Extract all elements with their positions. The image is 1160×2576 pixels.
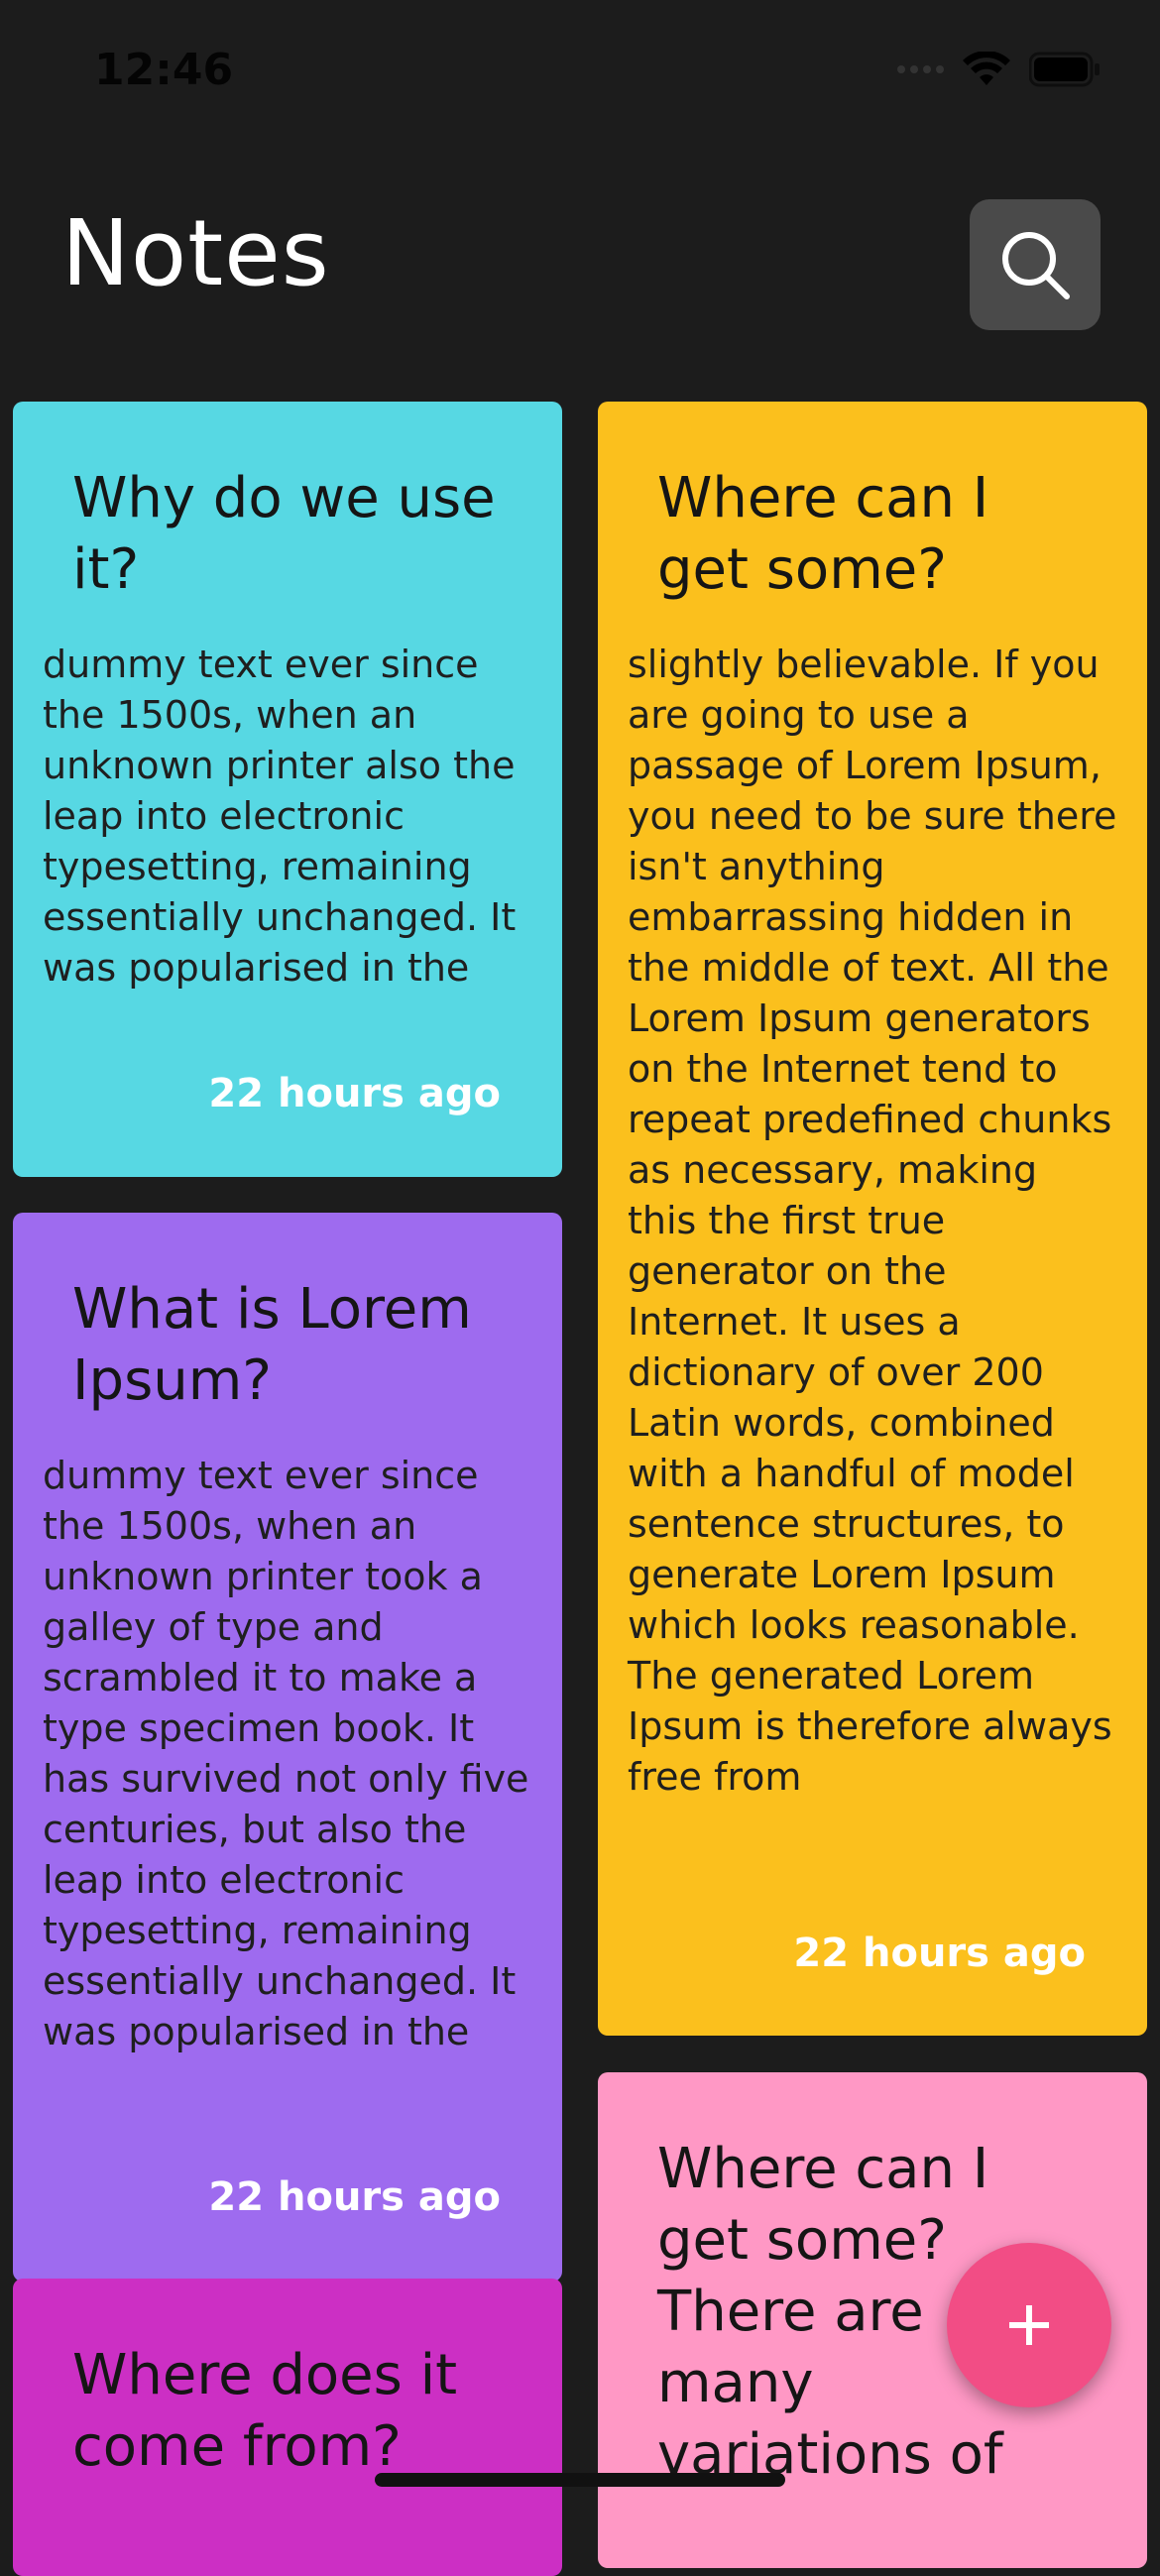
note-body: dummy text ever since the 1500s, when an…	[43, 643, 517, 990]
add-note-button[interactable]	[947, 2243, 1111, 2407]
note-body: slightly believable. If you are going to…	[628, 643, 1117, 1799]
home-indicator	[375, 2473, 785, 2487]
status-time: 12:46	[94, 45, 234, 95]
note-title: Where can I get some?	[657, 466, 989, 602]
cellular-icon	[897, 65, 944, 73]
wifi-icon	[963, 52, 1010, 85]
note-title: Where can I get some? There are many var…	[657, 2137, 1003, 2487]
note-title: What is Lorem Ipsum?	[72, 1277, 472, 1413]
status-bar: 12:46	[0, 0, 1160, 139]
note-card[interactable]: Where can I get some? slightly believabl…	[598, 402, 1147, 2036]
search-button[interactable]	[970, 199, 1101, 330]
note-card[interactable]: Where does it come from?	[13, 2279, 562, 2576]
note-card[interactable]: What is Lorem Ipsum? dummy text ever sin…	[13, 1213, 562, 2282]
plus-icon	[1009, 2305, 1049, 2345]
page-title: Notes	[61, 200, 330, 306]
note-timestamp: 22 hours ago	[208, 2174, 501, 2220]
note-timestamp: 22 hours ago	[793, 1931, 1086, 1976]
note-timestamp: 22 hours ago	[208, 1071, 501, 1116]
battery-icon	[1029, 52, 1100, 87]
note-title: Why do we use it?	[72, 466, 496, 602]
search-icon	[1002, 232, 1070, 299]
note-body: dummy text ever since the 1500s, when an…	[43, 1454, 529, 2053]
note-card[interactable]: Why do we use it? dummy text ever since …	[13, 402, 562, 1177]
note-title: Where does it come from?	[72, 2343, 458, 2479]
status-icons	[897, 52, 1101, 87]
